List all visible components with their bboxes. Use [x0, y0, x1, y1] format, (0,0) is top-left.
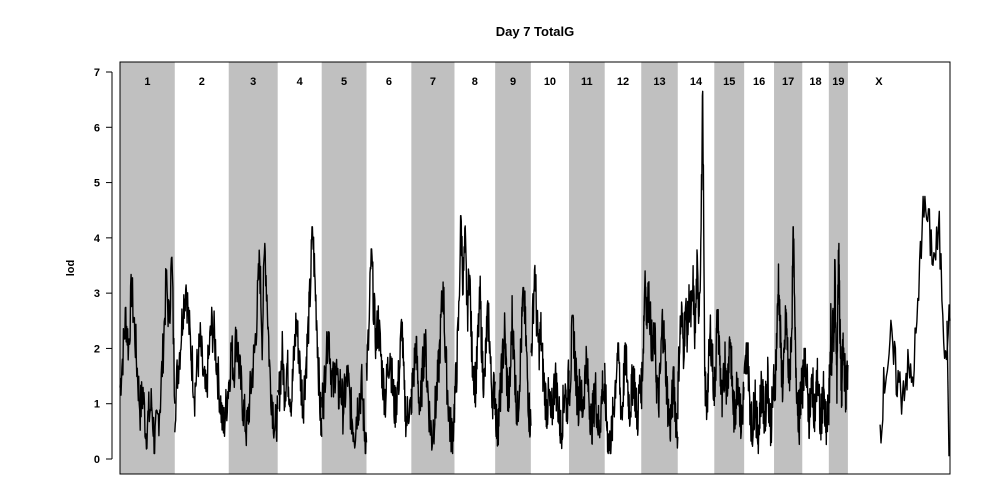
- chromosome-label-19: 19: [832, 76, 844, 88]
- lod-line-chr-15: [713, 309, 745, 440]
- chromosome-label-1: 1: [144, 76, 150, 88]
- plot-frame: [119, 61, 951, 475]
- chromosome-band-11: [569, 62, 605, 474]
- chromosome-band-1: [120, 62, 175, 474]
- lod-line-chr-11: [568, 314, 606, 445]
- y-tick-label-7: 7: [94, 67, 100, 79]
- chromosome-label-12: 12: [617, 76, 629, 88]
- lod-line-chr-X-tail: [946, 320, 950, 457]
- chromosome-bands: [120, 62, 848, 474]
- lod-line-chr-19: [828, 242, 849, 426]
- lod-line-chr-5: [321, 331, 368, 455]
- chromosome-label-15: 15: [723, 76, 735, 88]
- chromosome-label-3: 3: [250, 76, 256, 88]
- chromosome-label-7: 7: [430, 76, 436, 88]
- y-tick-label-4: 4: [94, 233, 101, 245]
- chromosome-label-4: 4: [297, 76, 304, 88]
- y-tick-label-1: 1: [94, 399, 100, 411]
- lod-line-chr-8: [453, 215, 496, 423]
- chromosome-label-5: 5: [341, 76, 347, 88]
- lod-line-chr-2: [174, 284, 230, 437]
- lod-line-chr-18: [801, 347, 830, 446]
- lod-line-chr-16: [743, 342, 775, 455]
- y-tick-label-0: 0: [94, 454, 100, 466]
- chromosome-band-9: [495, 62, 531, 474]
- lod-line-chr-14: [677, 90, 715, 421]
- chromosome-label-9: 9: [510, 76, 516, 88]
- chart-title: Day 7 TotalG: [496, 24, 575, 39]
- chromosome-label-6: 6: [386, 76, 392, 88]
- chromosome-label-10: 10: [544, 76, 556, 88]
- y-tick-label-3: 3: [94, 288, 100, 300]
- lod-line-chr-17: [773, 226, 803, 446]
- y-tick-label-2: 2: [94, 343, 100, 355]
- lod-line-chr-13: [640, 270, 679, 449]
- chromosome-label-18: 18: [809, 76, 821, 88]
- lod-line-chr-12: [604, 342, 642, 455]
- lod-line-chr-1: [119, 256, 176, 455]
- chromosome-labels: 1 2 3 4 5 6 7 8 9 10 11 12 13 14 15 16 17 18 19 X: [144, 76, 883, 88]
- lod-line-chr-4: [277, 226, 323, 437]
- y-axis-label: lod: [65, 260, 77, 277]
- lod-line-chr-3: [228, 242, 279, 447]
- lod-series: [119, 90, 951, 457]
- chromosome-label-11: 11: [581, 76, 593, 88]
- lod-line-chr-10: [530, 264, 570, 450]
- y-tick-label-5: 5: [94, 178, 100, 190]
- lod-line-chr-9: [494, 286, 532, 447]
- chromosome-label-2: 2: [199, 76, 205, 88]
- lod-line-chr-7: [410, 281, 456, 455]
- chromosome-label-17: 17: [782, 76, 794, 88]
- lod-line-chr-6: [365, 248, 412, 438]
- chromosome-label-14: 14: [690, 76, 703, 88]
- chromosome-label-8: 8: [472, 76, 478, 88]
- chromosome-band-3: [228, 62, 278, 474]
- y-tick-label-6: 6: [94, 122, 100, 134]
- chromosome-label-13: 13: [653, 76, 665, 88]
- lod-line-chr-X: [879, 195, 951, 444]
- chromosome-label-16: 16: [753, 76, 765, 88]
- chromosome-label-X: X: [875, 76, 883, 88]
